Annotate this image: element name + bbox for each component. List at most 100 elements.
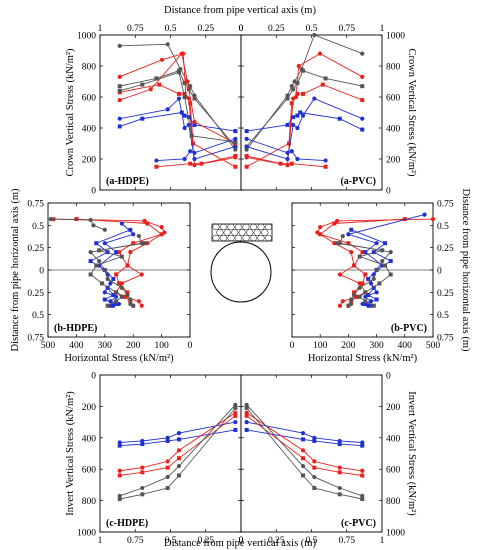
data-point <box>233 413 238 418</box>
data-point <box>349 297 354 302</box>
y-tick-label: 600 <box>386 94 401 104</box>
data-point <box>140 470 145 475</box>
x-tick-label: 0.25 <box>197 536 214 546</box>
data-point <box>337 465 342 470</box>
data-point <box>300 448 306 453</box>
y-tick-label: 0 <box>91 187 96 197</box>
data-point <box>289 84 294 89</box>
data-point <box>117 473 122 478</box>
y-tick-label: 0 <box>91 372 96 382</box>
data-point <box>366 293 371 298</box>
data-point <box>179 110 184 115</box>
data-point <box>188 149 193 154</box>
plot-frame <box>99 374 242 533</box>
y-tick-label: 0.25 <box>437 289 454 299</box>
data-point <box>131 303 136 308</box>
data-point <box>360 440 365 445</box>
panel-label: (a-PVC) <box>340 176 376 187</box>
data-point <box>165 107 170 112</box>
mesh-cell <box>219 234 228 242</box>
data-point <box>337 272 343 277</box>
data-point <box>346 303 351 308</box>
data-point <box>323 158 328 163</box>
data-point <box>233 164 238 169</box>
data-point <box>117 74 122 79</box>
data-point <box>88 272 93 277</box>
data-point <box>140 465 145 470</box>
y-tick-label: 0 <box>437 267 442 277</box>
data-point <box>340 299 345 304</box>
y-tick-label: 400 <box>82 434 97 444</box>
y-tick-label: 200 <box>82 156 97 166</box>
data-point <box>154 164 159 169</box>
mesh-cell <box>264 234 273 242</box>
data-point <box>142 241 147 246</box>
data-point <box>157 82 162 87</box>
data-point <box>335 241 340 246</box>
data-point <box>383 241 388 246</box>
data-point <box>192 122 197 127</box>
data-point <box>351 292 357 298</box>
data-point <box>176 463 182 469</box>
data-point <box>357 285 362 290</box>
y-tick-label: 0.5 <box>437 311 449 321</box>
data-point <box>402 217 407 222</box>
data-point <box>244 129 249 134</box>
data-point <box>125 292 130 298</box>
data-point <box>140 442 145 447</box>
data-point <box>165 435 170 440</box>
x-tick-label: 100 <box>313 341 328 351</box>
data-point <box>165 486 170 491</box>
data-point <box>88 217 93 223</box>
data-point <box>189 133 194 138</box>
x-tick-label: 0 <box>239 24 244 34</box>
y-tick-label: 0.5 <box>32 311 44 321</box>
y-axis-label: Invert Vertical Stress (kN/m²) <box>406 391 417 516</box>
data-point <box>295 156 300 162</box>
data-point <box>286 141 291 146</box>
data-point <box>199 161 204 166</box>
y-tick-label: 0.5 <box>32 222 44 232</box>
series-line <box>246 412 363 472</box>
data-point <box>374 290 379 295</box>
data-point <box>182 113 187 118</box>
y-tick-label: 0 <box>39 267 44 277</box>
data-point <box>125 290 130 295</box>
data-point <box>233 139 238 144</box>
series-line <box>119 71 236 143</box>
data-point <box>388 259 393 264</box>
x-tick-label: 300 <box>369 341 384 351</box>
data-point <box>312 32 317 38</box>
y-tick-label: 1000 <box>386 32 405 42</box>
x-tick-label: 0.75 <box>127 24 144 34</box>
data-point <box>182 125 187 131</box>
data-point <box>186 115 191 120</box>
data-point <box>233 427 238 432</box>
data-point <box>301 91 306 96</box>
data-point <box>148 87 153 92</box>
series-line <box>119 70 236 147</box>
data-point <box>312 465 317 470</box>
data-point <box>289 149 294 154</box>
y-tick-label: 400 <box>386 125 401 135</box>
data-point <box>323 164 328 169</box>
x-tick-label: 0.75 <box>338 24 355 34</box>
data-point <box>105 285 110 290</box>
x-tick-label: 0 <box>239 24 244 34</box>
data-point <box>185 79 190 84</box>
data-point <box>298 110 303 115</box>
x-tick-label: 0.75 <box>338 536 355 546</box>
y-tick-label: 0.25 <box>27 289 44 299</box>
data-point <box>105 276 110 282</box>
data-point <box>140 492 145 497</box>
data-point <box>300 463 306 469</box>
data-point <box>352 263 357 268</box>
data-point <box>192 150 197 155</box>
chart-horizontal-pvc: 0 100 200 300 400 5000.750.50.2500.250.50.75H… <box>290 200 454 365</box>
data-point <box>340 233 345 239</box>
y-tick-label: 600 <box>82 466 97 476</box>
data-point <box>165 474 170 480</box>
x-tick-label: 200 <box>341 341 356 351</box>
